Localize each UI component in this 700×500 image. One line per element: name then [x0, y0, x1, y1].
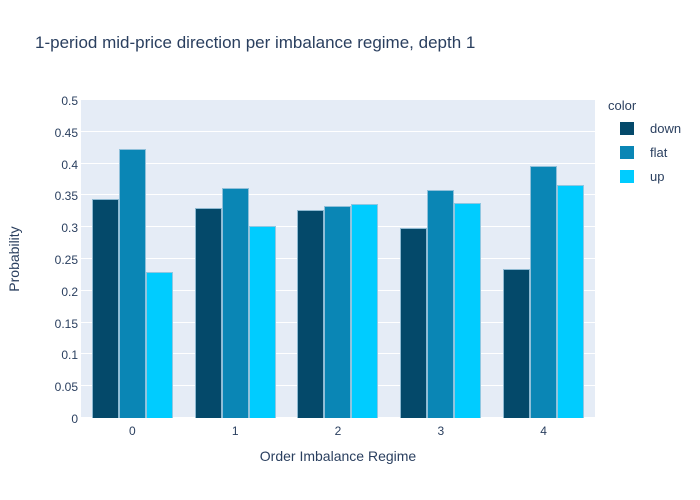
yaxis-title: Probability — [6, 226, 22, 292]
bar-down-regime-2[interactable] — [297, 210, 325, 418]
legend-label-down: down — [650, 121, 682, 136]
bar-flat-regime-4[interactable] — [530, 166, 558, 418]
legend-swatch-down — [620, 122, 634, 135]
bar-flat-regime-0[interactable] — [118, 148, 146, 418]
ytick-label: 0.45 — [54, 125, 78, 140]
gridline-y-0.5 — [81, 99, 595, 100]
xtick-label-1: 1 — [231, 424, 239, 438]
bar-group-3 — [389, 100, 492, 418]
bar-up-regime-2[interactable] — [351, 204, 379, 418]
ytick-label: 0.2 — [61, 284, 78, 299]
bar-up-regime-0[interactable] — [145, 272, 173, 418]
legend-label-up: up — [650, 169, 665, 184]
bar-group-1 — [184, 100, 287, 418]
bar-flat-regime-2[interactable] — [324, 205, 352, 418]
legend-item-down[interactable]: down — [620, 121, 681, 136]
gridline-y-0.35 — [81, 194, 595, 196]
bar-up-regime-4[interactable] — [557, 185, 585, 418]
ytick-label: 0.3 — [61, 221, 78, 236]
bar-up-regime-1[interactable] — [248, 225, 276, 418]
ytick-label: 0.4 — [61, 157, 78, 172]
legend: color down flat up — [608, 98, 681, 193]
xtick-label-4: 4 — [540, 424, 547, 438]
bar-down-regime-4[interactable] — [503, 269, 531, 418]
xtick-label-3: 3 — [437, 424, 445, 438]
xaxis-title: Order Imbalance Regime — [259, 448, 417, 464]
xtick-label-0: 0 — [129, 424, 136, 438]
legend-label-flat: flat — [650, 145, 668, 160]
plot-area[interactable] — [81, 99, 595, 418]
legend-swatch-flat — [620, 146, 634, 159]
legend-title: color — [608, 98, 637, 113]
ytick-label: 0.05 — [54, 380, 78, 395]
bar-group-0 — [81, 100, 184, 418]
bar-flat-regime-1[interactable] — [221, 187, 249, 418]
ytick-label: 0.35 — [54, 189, 78, 204]
bar-down-regime-3[interactable] — [400, 228, 428, 418]
legend-swatch-up — [620, 170, 634, 183]
ytick-label: 0.25 — [54, 253, 78, 267]
ytick-label: 0 — [71, 412, 78, 426]
bar-group-4 — [492, 100, 595, 418]
chart-title: 1-period mid-price direction per imbalan… — [35, 33, 476, 52]
xaxis-tick-labels: 0 1 2 3 4 — [81, 424, 595, 438]
legend-item-up[interactable]: up — [620, 169, 681, 184]
gridline-y-0.4 — [81, 162, 595, 164]
bar-groups — [81, 100, 595, 418]
bar-down-regime-0[interactable] — [91, 199, 119, 418]
bar-up-regime-3[interactable] — [454, 203, 482, 418]
xtick-label-2: 2 — [334, 424, 342, 438]
legend-item-flat[interactable]: flat — [620, 145, 681, 160]
bar-flat-regime-3[interactable] — [427, 189, 455, 418]
legend-items: down flat up — [608, 121, 681, 184]
bar-group-2 — [287, 100, 390, 418]
gridline-y-0.45 — [81, 130, 595, 132]
bar-down-regime-1[interactable] — [194, 208, 222, 418]
ytick-label: 0.15 — [54, 316, 78, 331]
ytick-label: 0.1 — [61, 348, 78, 363]
ytick-label: 0.5 — [61, 94, 78, 108]
